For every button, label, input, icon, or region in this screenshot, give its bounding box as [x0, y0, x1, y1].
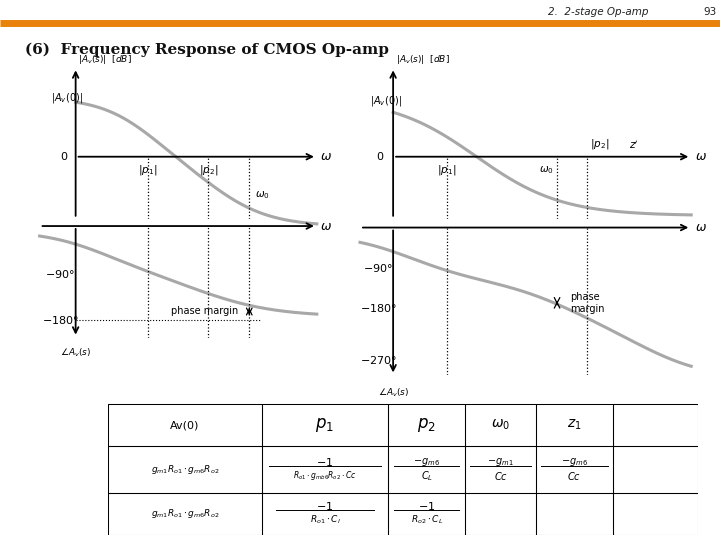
Text: $\omega$: $\omega$: [695, 150, 706, 163]
Text: $Cc$: $Cc$: [494, 470, 508, 482]
Text: $-180°$: $-180°$: [42, 314, 79, 326]
Text: $-g_{m1}$: $-g_{m1}$: [487, 456, 514, 468]
Text: $-g_{m6}$: $-g_{m6}$: [561, 456, 588, 468]
Text: $-1$: $-1$: [418, 500, 436, 512]
Text: $C_L$: $C_L$: [420, 469, 433, 483]
Text: $z_1$: $z_1$: [567, 418, 582, 433]
Text: $-270°$: $-270°$: [360, 354, 397, 366]
Text: $R_{o1} \cdot C_l$: $R_{o1} \cdot C_l$: [310, 514, 341, 526]
Text: $-1$: $-1$: [316, 456, 333, 468]
Text: $R_{o2} \cdot C_L$: $R_{o2} \cdot C_L$: [410, 514, 443, 526]
Text: $p_1$: $p_1$: [315, 416, 335, 434]
Text: $\omega$: $\omega$: [320, 220, 331, 233]
Text: $p_2$: $p_2$: [418, 416, 436, 434]
Text: $|p_2|$: $|p_2|$: [199, 163, 218, 177]
Text: 2.  2-stage Op-amp: 2. 2-stage Op-amp: [547, 6, 648, 17]
Text: (6)  Frequency Response of CMOS Op-amp: (6) Frequency Response of CMOS Op-amp: [24, 43, 389, 57]
Text: $\omega$: $\omega$: [695, 221, 706, 234]
Text: Av(0): Av(0): [170, 420, 199, 430]
Text: $\omega$: $\omega$: [320, 150, 331, 163]
Text: $|p_1|$: $|p_1|$: [437, 163, 456, 177]
Text: $z'$: $z'$: [629, 138, 639, 151]
Text: $|A_v(0)|$: $|A_v(0)|$: [50, 91, 83, 105]
Text: $|p_1|$: $|p_1|$: [138, 163, 158, 177]
Text: $-90°$: $-90°$: [45, 268, 75, 280]
Text: 0: 0: [60, 152, 68, 161]
Text: $-90°$: $-90°$: [364, 261, 393, 274]
Text: 93: 93: [703, 6, 716, 17]
Text: $-1$: $-1$: [316, 500, 333, 512]
Text: $\omega_0$: $\omega_0$: [491, 418, 510, 433]
Text: $|p_2|$: $|p_2|$: [590, 137, 609, 151]
Text: $Cc$: $Cc$: [567, 470, 582, 482]
Text: phase margin: phase margin: [171, 307, 238, 316]
Text: $g_{m1}R_{o1} \cdot g_{m6}R_{o2}$: $g_{m1}R_{o1} \cdot g_{m6}R_{o2}$: [150, 463, 219, 476]
Text: $\omega_0$: $\omega_0$: [255, 189, 269, 201]
Text: $|A_v(0)|$: $|A_v(0)|$: [370, 94, 402, 108]
Text: $|A_v(s)|\ \ [dB]$: $|A_v(s)|\ \ [dB]$: [397, 53, 450, 66]
Text: $g_{m1}R_{o1} \cdot g_{m6}R_{o2}$: $g_{m1}R_{o1} \cdot g_{m6}R_{o2}$: [150, 507, 219, 520]
Text: $R_{o1} \cdot g_{mb6}R_{o2} \cdot Cc$: $R_{o1} \cdot g_{mb6}R_{o2} \cdot Cc$: [293, 469, 357, 482]
Text: 0: 0: [376, 152, 383, 161]
Text: $\angle A_v(s)$: $\angle A_v(s)$: [377, 386, 409, 399]
Text: $-g_{m6}$: $-g_{m6}$: [413, 456, 440, 468]
Text: $|A_v(s)|\ \ [dB]$: $|A_v(s)|\ \ [dB]$: [78, 53, 132, 66]
Text: $\omega_0$: $\omega_0$: [539, 164, 554, 176]
Text: $\angle A_v(s)$: $\angle A_v(s)$: [60, 347, 91, 359]
Text: phase
margin: phase margin: [570, 292, 605, 314]
Text: $-180°$: $-180°$: [360, 301, 397, 314]
